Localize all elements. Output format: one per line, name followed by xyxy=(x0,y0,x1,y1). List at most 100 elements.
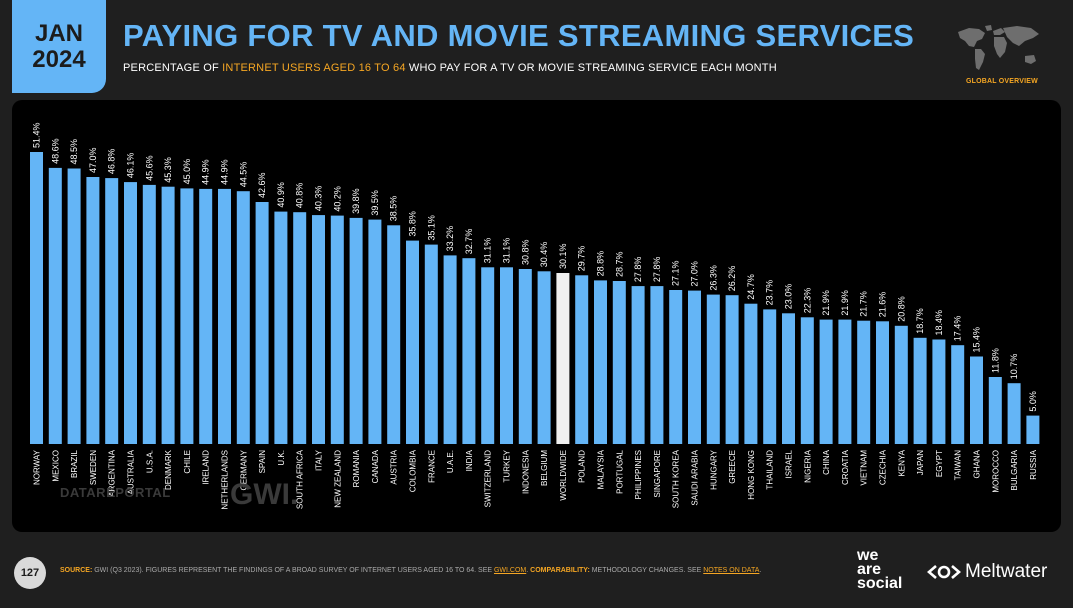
category-label-russia: RUSSIA xyxy=(1029,449,1038,479)
value-label-singapore: 27.8% xyxy=(652,257,662,283)
bar-philippines xyxy=(631,286,645,444)
value-label-belgium: 30.4% xyxy=(539,242,549,268)
bar-canada xyxy=(368,219,382,444)
bar-saudi-arabia xyxy=(688,290,701,444)
category-label-india: INDIA xyxy=(465,449,474,471)
value-label-italy: 40.3% xyxy=(314,186,324,212)
category-label-canada: CANADA xyxy=(371,449,380,483)
value-label-turkey: 31.1% xyxy=(502,238,512,264)
bar-chart: 51.4% NORWAY 48.6% MEXICO 48.5% BRAZIL 47.0% SW… xyxy=(30,122,1040,510)
category-label-singapore: SINGAPORE xyxy=(653,450,662,498)
value-label-south-africa: 40.8% xyxy=(295,183,305,209)
category-label-austria: AUSTRIA xyxy=(390,449,399,484)
value-label-argentina: 46.8% xyxy=(107,149,117,175)
category-label-hong-kong: HONG KONG xyxy=(747,450,756,500)
date-badge: JAN 2024 xyxy=(12,0,106,93)
category-label-vietnam: VIETNAM xyxy=(860,450,869,486)
value-label-worldwide: 30.1% xyxy=(558,243,568,269)
category-label-spain: SPAIN xyxy=(258,450,267,474)
bar-indonesia xyxy=(518,269,532,444)
bar-romania xyxy=(349,217,363,444)
bar-france xyxy=(424,244,438,444)
bar-thailand xyxy=(763,309,777,444)
gwi-watermark: GWI. xyxy=(230,478,299,511)
bar-u-k xyxy=(274,211,288,444)
bar-norway xyxy=(30,152,43,444)
notes-on-data-link[interactable]: NOTES ON DATA xyxy=(703,567,760,574)
value-label-poland: 29.7% xyxy=(577,246,587,272)
subtitle-highlight: INTERNET USERS AGED 16 TO 64 xyxy=(222,62,406,74)
notes-end: . xyxy=(759,567,762,574)
category-label-belgium: BELGIUM xyxy=(540,450,549,486)
bar-vietnam xyxy=(857,320,871,444)
value-label-taiwan: 17.4% xyxy=(953,316,963,342)
bar-nigeria xyxy=(800,317,814,444)
category-label-italy: ITALY xyxy=(315,449,324,471)
bar-u-s-a xyxy=(142,184,156,444)
source-label: SOURCE: xyxy=(60,567,93,574)
bar-argentina xyxy=(105,178,119,444)
bar-south-korea xyxy=(669,290,683,444)
bar-hungary xyxy=(706,294,720,444)
meltwater-icon xyxy=(927,565,961,579)
value-label-japan: 18.7% xyxy=(915,308,925,334)
page-number: 127 xyxy=(14,557,46,589)
bar-ghana xyxy=(970,356,983,444)
gwi-link[interactable]: GWI.COM xyxy=(493,567,527,574)
value-label-india: 32.7% xyxy=(464,229,474,255)
category-label-australia: AUSTRALIA xyxy=(127,449,136,494)
value-label-china: 21.9% xyxy=(821,290,831,316)
value-label-u-s-a: 45.6% xyxy=(144,155,154,181)
value-label-mexico: 48.6% xyxy=(50,138,60,164)
bar-bulgaria xyxy=(1007,383,1021,444)
category-label-thailand: THAILAND xyxy=(766,450,775,490)
bar-netherlands xyxy=(218,188,231,444)
category-label-japan: JAPAN xyxy=(916,450,925,475)
category-label-brazil: BRAZIL xyxy=(70,449,79,478)
value-label-philippines: 27.8% xyxy=(633,257,643,283)
comparability-text: METHODOLOGY CHANGES. SEE xyxy=(589,567,704,574)
category-label-kenya: KENYA xyxy=(897,449,906,476)
value-label-france: 35.1% xyxy=(426,215,436,241)
bar-sweden xyxy=(86,177,100,444)
value-label-netherlands: 44.9% xyxy=(220,159,230,185)
bar-new-zealand xyxy=(330,215,344,444)
bar-ireland xyxy=(199,188,213,444)
category-label-worldwide: WORLDWIDE xyxy=(559,450,568,501)
value-label-vietnam: 21.7% xyxy=(859,291,869,317)
value-label-malaysia: 28.8% xyxy=(596,251,606,277)
bar-italy xyxy=(312,215,325,444)
date-month: JAN xyxy=(34,19,83,47)
bar-spain xyxy=(255,202,269,444)
category-label-south-korea: SOUTH KOREA xyxy=(672,449,681,508)
bar-u-a-e xyxy=(443,255,457,444)
bar-japan xyxy=(913,337,927,444)
value-label-ireland: 44.9% xyxy=(201,159,211,185)
bar-mexico xyxy=(48,167,62,444)
category-label-greece: GREECE xyxy=(728,450,737,484)
value-label-austria: 38.5% xyxy=(389,196,399,222)
bar-chile xyxy=(180,188,194,444)
category-label-new-zealand: NEW ZEALAND xyxy=(333,450,342,508)
category-label-sweden: SWEDEN xyxy=(89,450,98,485)
bar-worldwide xyxy=(556,273,570,444)
value-label-romania: 39.8% xyxy=(351,188,361,214)
bar-germany xyxy=(236,191,250,444)
meltwater-logo: Meltwater xyxy=(927,561,1047,583)
value-label-u-k: 40.9% xyxy=(276,182,286,208)
bar-russia xyxy=(1026,415,1040,444)
value-label-sweden: 47.0% xyxy=(88,147,98,173)
bar-morocco xyxy=(988,377,1002,444)
global-overview-label: GLOBAL OVERVIEW xyxy=(966,78,1038,85)
category-label-argentina: ARGENTINA xyxy=(108,449,117,496)
bar-israel xyxy=(782,313,795,444)
bar-south-africa xyxy=(293,212,307,444)
value-label-saudi-arabia: 27.0% xyxy=(690,261,700,287)
category-label-norway: NORWAY xyxy=(33,449,42,485)
value-label-u-a-e: 33.2% xyxy=(445,226,455,252)
category-label-bulgaria: BULGARIA xyxy=(1010,449,1019,490)
category-label-chile: CHILE xyxy=(183,450,192,474)
value-label-portugal: 28.7% xyxy=(614,251,624,277)
bar-singapore xyxy=(650,286,664,444)
bar-kenya xyxy=(894,325,908,444)
